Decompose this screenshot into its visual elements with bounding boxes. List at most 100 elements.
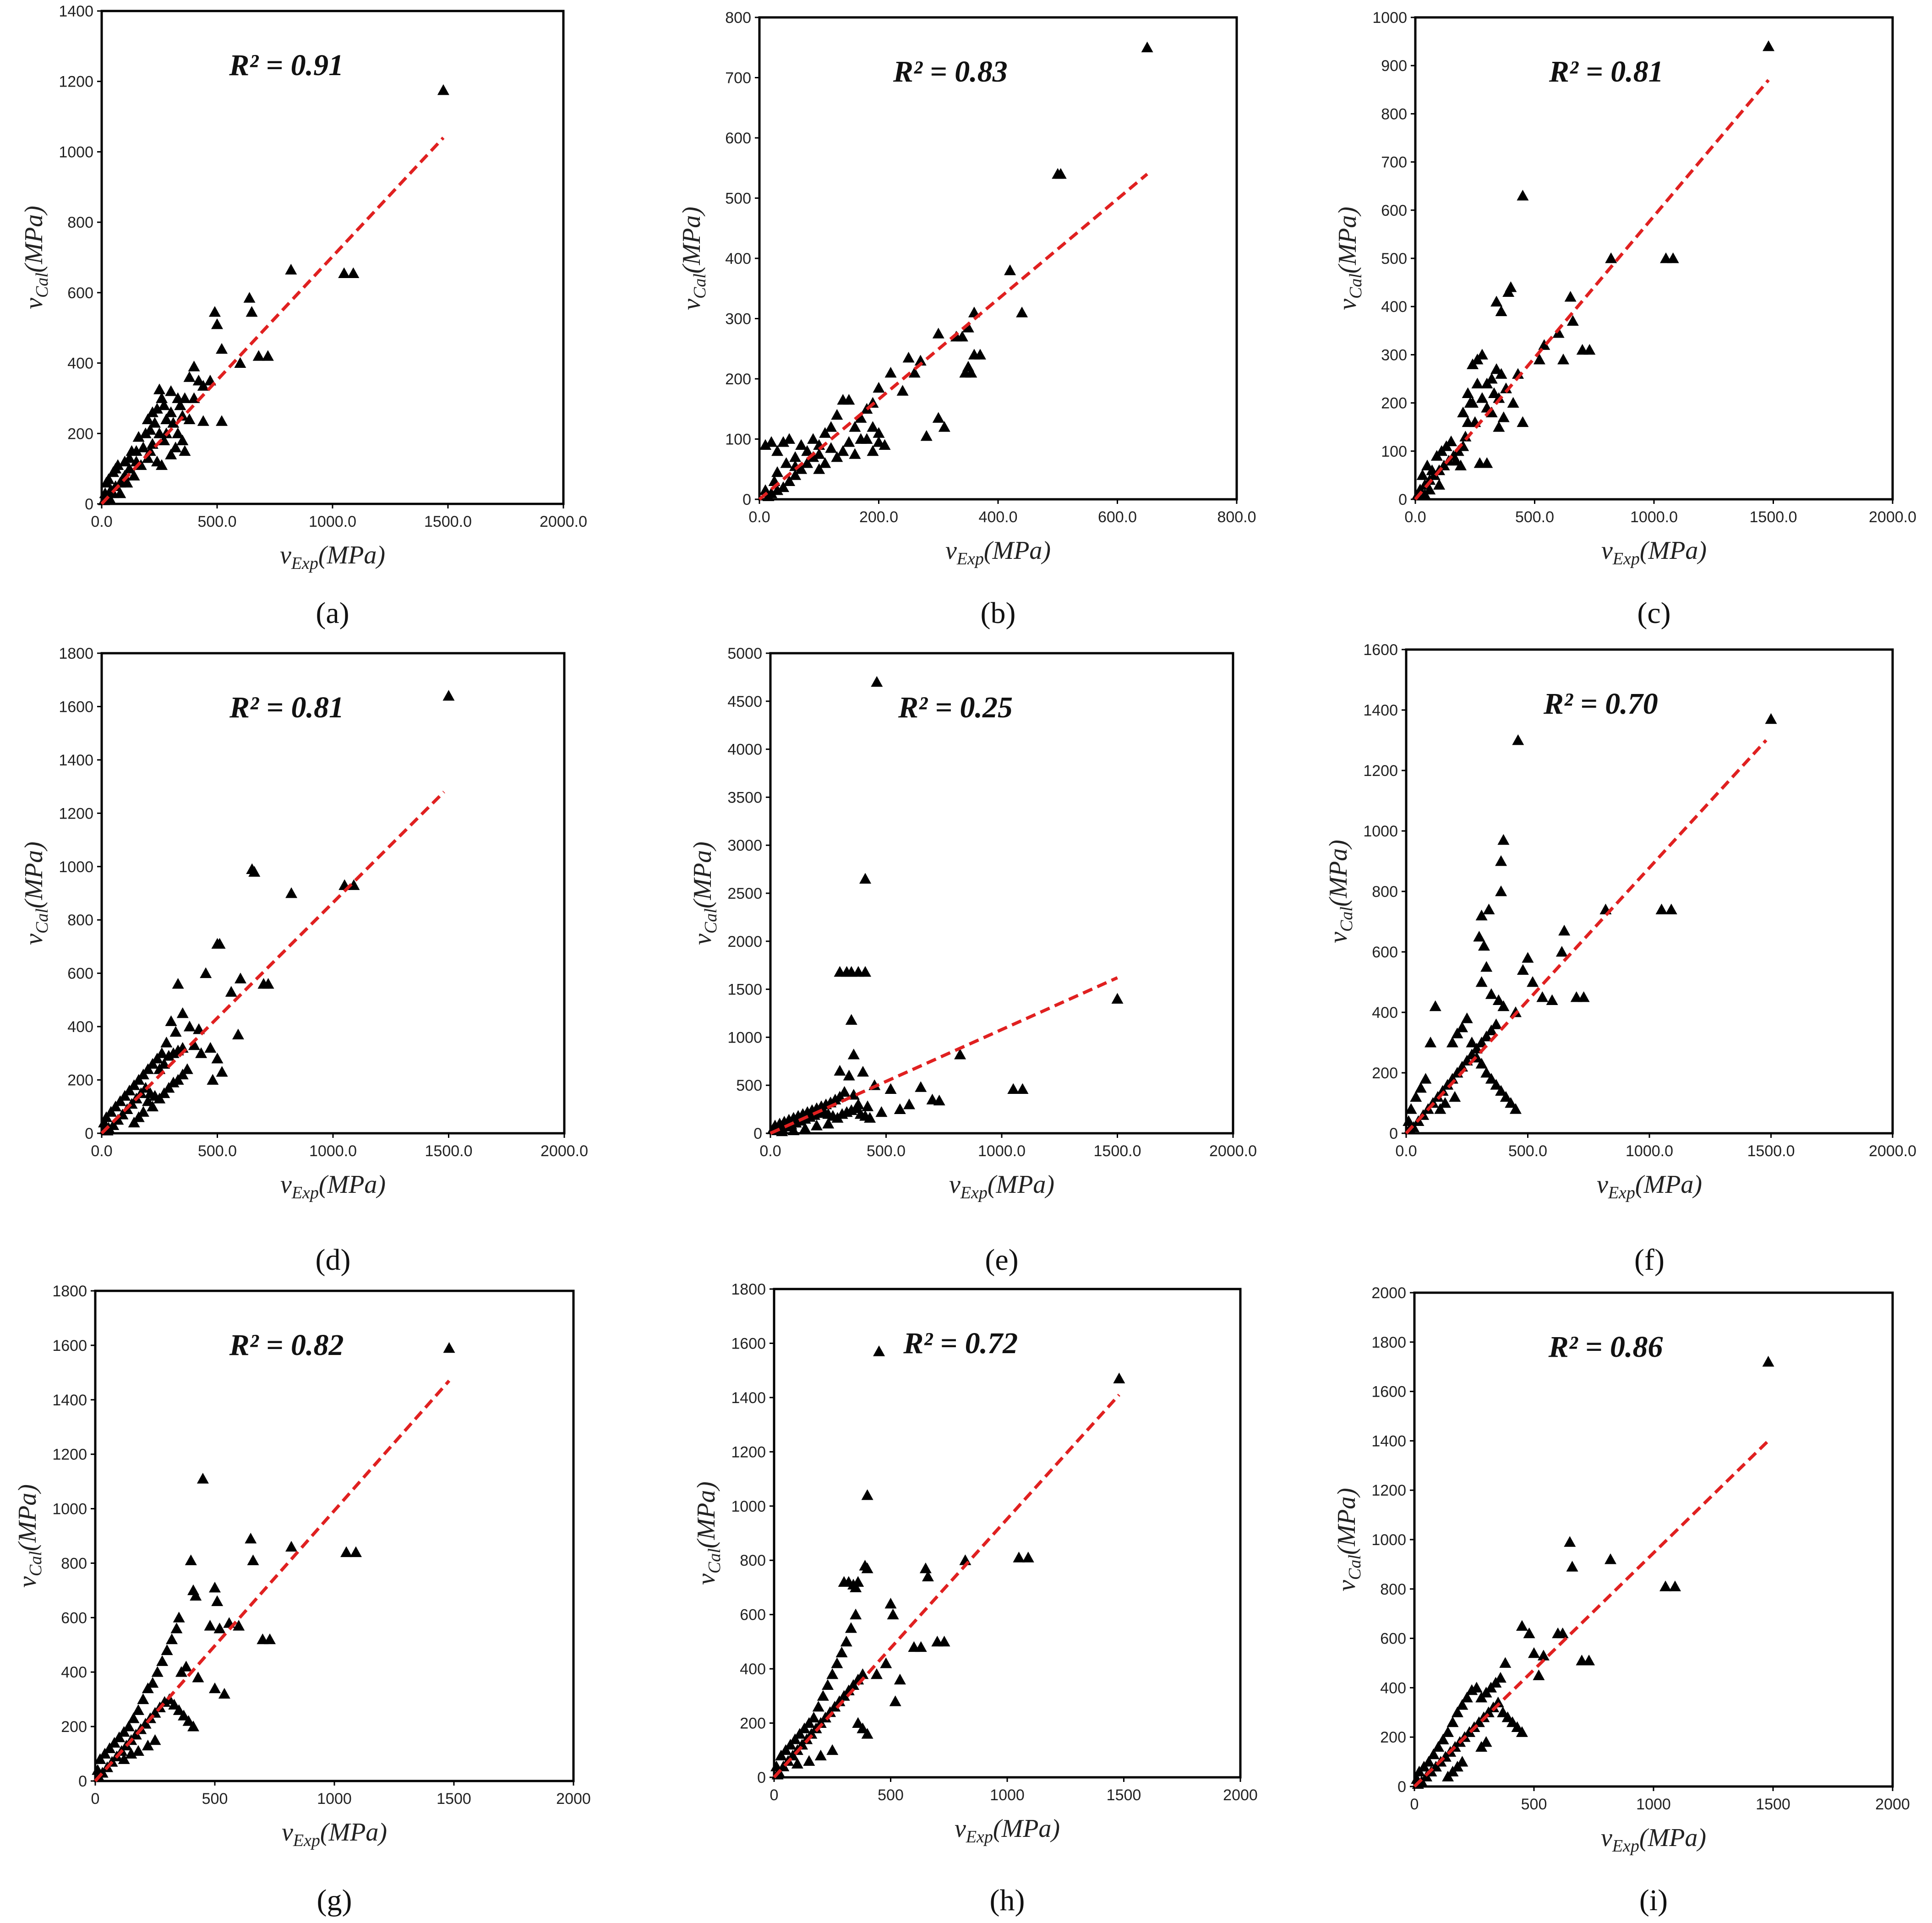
data-point <box>127 1712 140 1723</box>
data-point <box>789 1733 801 1744</box>
data-point <box>1424 474 1436 485</box>
data-point <box>894 1673 906 1685</box>
chart-panel-i: 0 200 400 600 800 1000 1200 1400 1600 1800 2000 0 50… <box>1332 1284 1910 1917</box>
data-point <box>1495 1085 1507 1096</box>
data-point <box>1439 1097 1451 1108</box>
data-point <box>1454 459 1467 470</box>
y-tick-label: 1800 <box>731 1281 766 1298</box>
chart-panel-a: 0 200 400 600 800 1000 1200 1400 0.0 500.0 1000.0 1… <box>20 3 587 630</box>
data-point <box>437 84 449 95</box>
y-tick-label: 1200 <box>1363 762 1398 780</box>
data-point <box>1552 327 1565 338</box>
panel-caption: (d) <box>316 1243 351 1277</box>
data-point <box>938 1635 950 1647</box>
y-tick-label: 300 <box>1381 346 1407 364</box>
y-tick-label: 0 <box>78 1773 87 1790</box>
data-point <box>172 427 184 438</box>
data-point <box>859 873 872 884</box>
x-tick-label: 500.0 <box>1508 1142 1547 1160</box>
data-point <box>156 1655 169 1666</box>
data-point <box>248 866 261 877</box>
data-point <box>759 484 772 495</box>
data-point <box>1451 1027 1463 1038</box>
data-point <box>822 1118 835 1129</box>
data-point <box>245 1532 257 1544</box>
data-point <box>349 1546 362 1557</box>
x-tick-label: 0.0 <box>759 1142 781 1160</box>
data-point <box>777 481 790 492</box>
data-point <box>442 690 455 701</box>
data-point <box>771 466 784 477</box>
r-squared-label: R² = 0.72 <box>903 1327 1018 1360</box>
data-point <box>873 382 885 393</box>
data-point <box>118 1726 130 1737</box>
data-point <box>123 1084 136 1096</box>
chart-panel-b: 0 100 200 300 400 500 600 700 800 0.0 200.0 400.0 60… <box>677 9 1256 630</box>
y-tick-label: 900 <box>1381 57 1407 75</box>
data-point <box>1456 1699 1468 1710</box>
data-point <box>1475 1741 1488 1752</box>
data-point <box>849 448 861 459</box>
data-point <box>1481 377 1493 388</box>
data-point <box>132 1074 145 1085</box>
data-point <box>1556 1627 1569 1639</box>
x-tick-label: 0 <box>770 1786 779 1804</box>
data-point <box>165 448 177 459</box>
data-point <box>156 392 168 403</box>
y-tick-label: 1000 <box>59 858 93 876</box>
data-point <box>837 394 849 405</box>
data-point <box>812 1701 824 1712</box>
data-point <box>932 412 944 423</box>
panel-caption: (h) <box>990 1884 1025 1917</box>
x-tick-label: 2000.0 <box>540 1142 588 1160</box>
data-point <box>104 1742 116 1754</box>
data-point <box>170 1623 183 1633</box>
data-point <box>123 463 136 474</box>
data-point <box>161 1644 173 1655</box>
data-point <box>814 1717 827 1728</box>
data-point <box>884 1597 897 1609</box>
y-tick-label: 500 <box>725 190 751 208</box>
y-tick-label: 500 <box>736 1077 762 1094</box>
x-tick-label: 0.0 <box>748 508 770 526</box>
data-point <box>1449 1091 1461 1102</box>
data-point <box>1461 1691 1473 1703</box>
data-point <box>789 469 802 480</box>
data-point <box>1457 406 1469 418</box>
data-point <box>166 1633 178 1644</box>
data-point <box>151 1666 164 1677</box>
data-point <box>793 1728 806 1739</box>
y-tick-label: 1000 <box>1363 823 1398 840</box>
y-tick-label: 1600 <box>52 1337 87 1355</box>
data-point <box>831 451 843 462</box>
data-point <box>956 330 968 342</box>
y-tick-label: 0 <box>742 491 751 508</box>
data-point <box>119 1090 131 1101</box>
data-point <box>847 1679 860 1690</box>
data-point <box>965 366 977 378</box>
x-tick-label: 1000 <box>1636 1796 1671 1813</box>
x-tick-label: 1500 <box>1756 1796 1790 1813</box>
data-point <box>1497 1000 1510 1011</box>
data-point <box>783 433 796 444</box>
y-tick-label: 300 <box>725 311 751 328</box>
y-tick-label: 600 <box>67 965 93 983</box>
data-point <box>808 1711 820 1723</box>
data-point <box>1488 387 1500 398</box>
x-tick-label: 500.0 <box>867 1142 906 1160</box>
x-tick-label: 2000.0 <box>1869 508 1916 526</box>
data-point <box>896 385 909 396</box>
data-point <box>875 1106 888 1117</box>
panel-caption: (i) <box>1639 1884 1668 1917</box>
data-point <box>174 399 186 410</box>
data-point <box>1475 1037 1488 1048</box>
data-point <box>1437 1733 1449 1744</box>
data-point <box>1497 1706 1509 1717</box>
data-point <box>1016 306 1028 317</box>
data-point <box>1490 1677 1502 1688</box>
data-point <box>814 1749 827 1761</box>
y-axis-label: vCal(MPa) <box>20 841 52 945</box>
data-point <box>1538 339 1550 350</box>
data-point <box>168 1699 180 1710</box>
y-tick-label: 1000 <box>59 143 93 161</box>
